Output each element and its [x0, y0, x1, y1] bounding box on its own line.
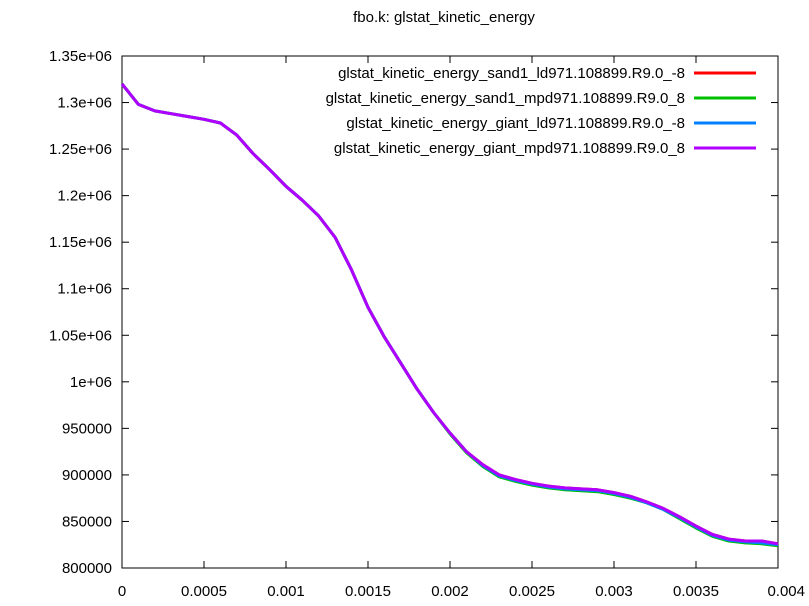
- series-line-4: [120, 82, 779, 546]
- y-tick-label: 800000: [62, 560, 112, 577]
- y-tick-label: 1e+06: [70, 374, 112, 391]
- x-tick-label: 0.004: [767, 583, 805, 600]
- y-tick-label: 1.3e+06: [57, 95, 112, 112]
- legend-label-3: glstat_kinetic_energy_giant_ld971.108899…: [346, 115, 685, 132]
- plot-frame: [121, 55, 779, 569]
- chart-title: fbo.k: glstat_kinetic_energy: [353, 9, 535, 26]
- y-tick-label: 850000: [62, 513, 112, 530]
- x-tick-label: 0: [118, 583, 126, 600]
- legend-label-4: glstat_kinetic_energy_giant_mpd971.10889…: [334, 140, 685, 157]
- legend-label-2: glstat_kinetic_energy_sand1_mpd971.10889…: [326, 90, 685, 107]
- legend-label-1: glstat_kinetic_energy_sand1_ld971.108899…: [338, 65, 685, 82]
- x-tick-label: 0.0035: [673, 583, 719, 600]
- series-lines: [120, 82, 779, 548]
- y-tick-label: 900000: [62, 467, 112, 484]
- y-tick-label: 1.05e+06: [49, 327, 112, 344]
- y-tick-label: 1.1e+06: [57, 281, 112, 298]
- x-tick-label: 0.0005: [181, 583, 227, 600]
- x-tick-label: 0.0025: [509, 583, 555, 600]
- x-tick-label: 0.001: [267, 583, 305, 600]
- x-tick-label: 0.002: [431, 583, 469, 600]
- y-tick-label: 1.25e+06: [49, 141, 112, 158]
- x-tick-label: 0.003: [595, 583, 633, 600]
- y-tick-label: 950000: [62, 420, 112, 437]
- axis-ticks: 800000 850000 900000 950000 1e+06 1.05e+06 1.1…: [49, 48, 805, 600]
- y-tick-label: 1.15e+06: [49, 234, 112, 251]
- x-tick-label: 0.0015: [345, 583, 391, 600]
- y-tick-label: 1.2e+06: [57, 188, 112, 205]
- legend: glstat_kinetic_energy_sand1_ld971.108899…: [326, 65, 756, 157]
- y-tick-label: 1.35e+06: [49, 48, 112, 65]
